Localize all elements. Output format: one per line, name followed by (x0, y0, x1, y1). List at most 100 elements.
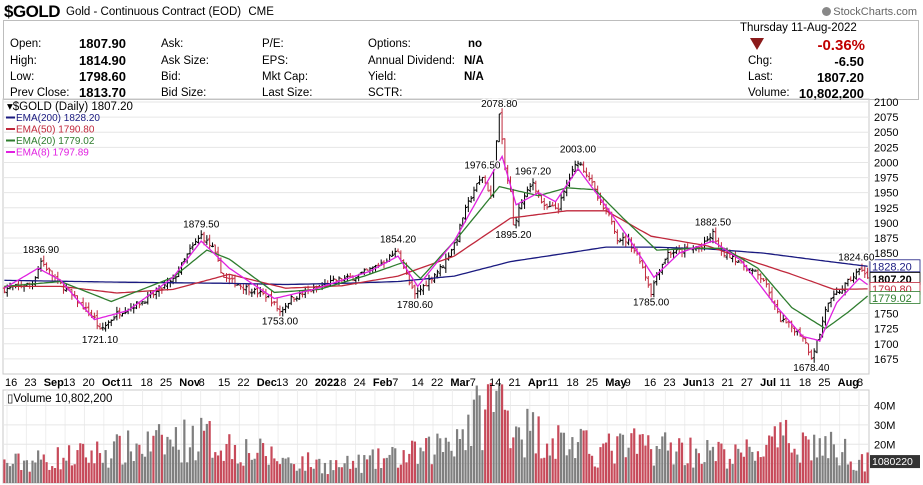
volume-bar (751, 451, 754, 483)
volume-bar (261, 443, 265, 483)
volume-bar (450, 450, 453, 483)
quote-header: $GOLD Gold - Continuous Contract (EOD) C… (0, 0, 923, 101)
volume-bar (366, 459, 369, 483)
volume-bar (39, 459, 43, 483)
volume-bar (292, 464, 296, 483)
volume-bar (48, 469, 51, 483)
date-tick-label: 25 (160, 377, 172, 389)
volume-bar (464, 450, 467, 483)
volume-bar (765, 444, 768, 483)
volume-bar (517, 427, 521, 483)
volume-bar (846, 464, 850, 483)
volume-bar (599, 447, 602, 483)
exchange-text: CME (248, 6, 274, 18)
date-tick-label: Aug (838, 377, 859, 389)
volume-bar (84, 457, 88, 483)
volume-bar (554, 458, 557, 483)
volume-bar (635, 453, 639, 483)
low-label: Low: (10, 71, 35, 83)
volume-label: Volume: (748, 87, 790, 99)
volume-bar (3, 459, 6, 483)
volume-bar (731, 463, 734, 483)
price-tick-label: 2050 (874, 127, 898, 139)
volume-value: 10,802,200 (798, 86, 864, 101)
volume-bar (45, 462, 48, 483)
volume-bar (354, 467, 357, 483)
volume-bar (273, 458, 276, 483)
volume-bar (824, 436, 827, 483)
volume-bar (281, 457, 284, 483)
volume-bar (647, 435, 650, 483)
description-text: Gold - Continuous Contract (EOD) (66, 6, 242, 18)
volume-bar (644, 445, 647, 483)
volume-bar (855, 470, 858, 483)
volume-bar (481, 450, 484, 483)
volume-bar (531, 412, 535, 483)
volume-bar (593, 466, 596, 483)
pe-label: P/E: (262, 38, 284, 50)
volume-bar (149, 451, 152, 483)
volume-bar (439, 438, 442, 483)
volume-bar (194, 460, 197, 483)
price-annotation: 1785.00 (633, 297, 670, 308)
price-tick-label: 1850 (874, 248, 898, 260)
date-tick-label: 18 (141, 377, 153, 389)
price-tick-label: 1975 (874, 173, 898, 185)
volume-bar (472, 399, 476, 483)
date-tick-label: 13 (63, 377, 75, 389)
volume-bar (560, 432, 563, 483)
volume-bar (315, 459, 318, 483)
volume-bar (8, 466, 12, 483)
price-tick-label: 1675 (874, 354, 898, 366)
volume-bar (441, 452, 445, 483)
volume-bar (25, 460, 29, 483)
volume-bar (160, 434, 163, 483)
volume-bar (818, 438, 821, 483)
volume-bar (337, 467, 341, 483)
brand-label[interactable]: StockCharts.com (822, 6, 917, 18)
volume-bar (76, 450, 79, 483)
brand-logo-icon (822, 7, 832, 16)
volume-bar (250, 459, 253, 483)
volume-bar (835, 457, 838, 483)
volume-bar (427, 436, 431, 483)
last-label: Last: (748, 71, 773, 83)
volume-bar (228, 434, 231, 483)
volume-bar (436, 433, 439, 483)
volume-bar (242, 465, 245, 483)
legend-entry: EMA(200) 1828.20 (16, 113, 100, 124)
volume-bar (627, 447, 630, 483)
volume-bar (866, 452, 869, 483)
volume-bar (827, 458, 830, 483)
volume-bar (649, 449, 653, 483)
volume-bar (396, 467, 400, 483)
volume-bar (734, 444, 737, 483)
volume-axis: 40M30M20M10M1080220▯Volume 10,802,200 (7, 393, 920, 471)
volume-bar (675, 451, 678, 483)
price-tick-label: 1925 (874, 203, 898, 215)
volume-bar (326, 474, 329, 483)
volume-bar (562, 432, 566, 483)
volume-bar (458, 438, 462, 483)
volume-bar (382, 458, 386, 483)
volume-bar (697, 453, 700, 483)
volume-bar (127, 430, 130, 483)
volume-bar (610, 450, 613, 483)
volume-bar (67, 445, 71, 483)
volume-bar (576, 442, 580, 483)
date-tick-label: 24 (354, 377, 366, 389)
bid-size-label: Bid Size: (161, 87, 207, 99)
volume-bar (172, 446, 175, 483)
volume-bar (790, 452, 793, 483)
price-tick-label: 1875 (874, 233, 898, 245)
volume-bar (515, 426, 518, 483)
volume-bar (498, 384, 501, 483)
ema8-line (4, 154, 868, 342)
volume-bar (152, 435, 155, 483)
date-tick-label: 18 (334, 377, 346, 389)
last-volume-badge (870, 455, 920, 469)
volume-bar (222, 460, 225, 483)
volume-bar (841, 452, 844, 483)
